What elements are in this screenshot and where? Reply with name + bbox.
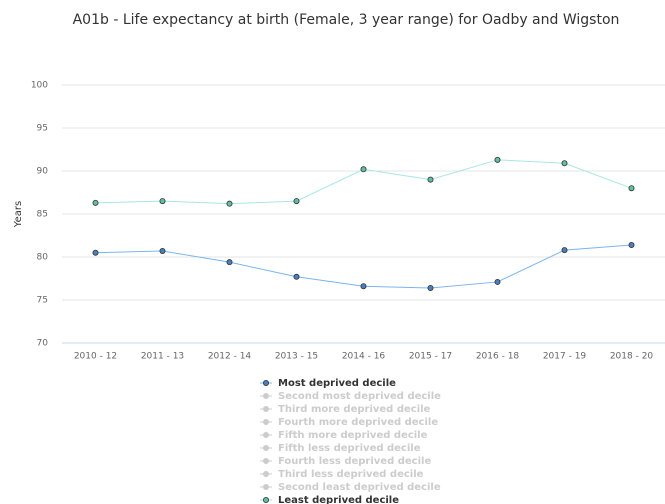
legend-marker [262,431,269,438]
x-tick-label: 2013 - 15 [275,352,318,362]
y-tick-label: 75 [37,296,48,306]
x-tick-label: 2014 - 16 [342,352,386,362]
point [494,278,501,285]
legend-marker [262,405,269,412]
point [293,273,300,280]
point [293,198,300,205]
legend-label[interactable]: Least deprived decile [278,495,399,504]
x-tick-label: 2015 - 17 [409,352,452,362]
y-tick-label: 85 [37,210,48,220]
legend-marker [262,457,269,464]
legend-label[interactable]: Third less deprived decile [278,469,424,480]
point [226,259,233,266]
legend-marker [262,483,269,490]
point [360,166,367,173]
legend-marker [262,392,269,399]
legend-label[interactable]: Fourth less deprived decile [278,456,431,467]
y-axis-label: Years [13,201,24,228]
legend-label[interactable]: Fourth more deprived decile [278,417,438,428]
point [360,283,367,290]
x-tick-label: 2012 - 14 [208,352,252,362]
x-tick-label: 2018 - 20 [610,352,654,362]
point [561,160,568,167]
legend-marker [262,470,269,477]
x-tick-label: 2017 - 19 [543,352,587,362]
x-tick-label: 2010 - 12 [74,352,117,362]
chart-title: A01b - Life expectancy at birth (Female,… [73,12,620,28]
y-tick-label: 90 [37,167,49,177]
point [427,284,434,291]
legend-marker [262,379,269,386]
legend-marker [262,418,269,425]
y-tick-label: 100 [31,81,48,91]
y-tick-label: 70 [37,339,49,349]
legend-label[interactable]: Third more deprived decile [278,404,431,415]
legend-label[interactable]: Second most deprived decile [278,391,441,402]
point [628,241,635,248]
legend-marker [262,444,269,451]
point [159,198,166,205]
x-tick-label: 2016 - 18 [476,352,520,362]
point [628,185,635,192]
legend-label[interactable]: Fifth more deprived decile [278,430,428,441]
y-tick-label: 80 [37,253,49,263]
legend-marker [262,496,269,503]
legend-label[interactable]: Fifth less deprived decile [278,443,421,454]
point [427,176,434,183]
x-tick-label: 2011 - 13 [141,352,184,362]
point [92,249,99,256]
legend-label[interactable]: Second least deprived decile [278,482,441,493]
series-line [95,244,632,289]
point [561,247,568,254]
legend-label[interactable]: Most deprived decile [278,378,396,389]
y-tick-label: 95 [37,124,48,134]
point [159,247,166,254]
point [226,200,233,207]
point [92,199,99,206]
point [494,156,501,163]
